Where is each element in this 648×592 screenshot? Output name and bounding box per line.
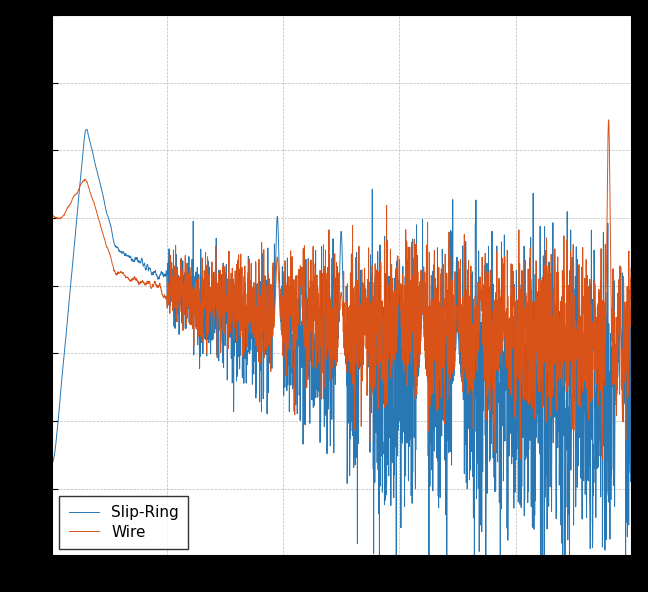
Wire <box>554 324 562 332</box>
Slip-Ring <box>114 245 122 252</box>
Wire <box>628 282 636 289</box>
Slip-Ring <box>628 521 636 528</box>
Wire <box>599 456 607 463</box>
Wire <box>605 117 612 124</box>
Slip-Ring <box>148 269 156 276</box>
Line: Wire: Wire <box>52 120 632 459</box>
Slip-Ring <box>295 352 303 359</box>
Line: Slip-Ring: Slip-Ring <box>52 130 632 592</box>
Wire <box>148 281 156 288</box>
Slip-Ring <box>270 240 278 247</box>
Wire <box>48 213 56 220</box>
Legend: Slip-Ring, Wire: Slip-Ring, Wire <box>60 496 189 549</box>
Wire <box>617 263 625 271</box>
Slip-Ring <box>617 326 625 333</box>
Wire <box>270 318 278 325</box>
Slip-Ring <box>48 459 56 466</box>
Slip-Ring <box>555 350 562 358</box>
Wire <box>114 270 122 277</box>
Slip-Ring <box>83 126 91 133</box>
Wire <box>295 285 303 292</box>
